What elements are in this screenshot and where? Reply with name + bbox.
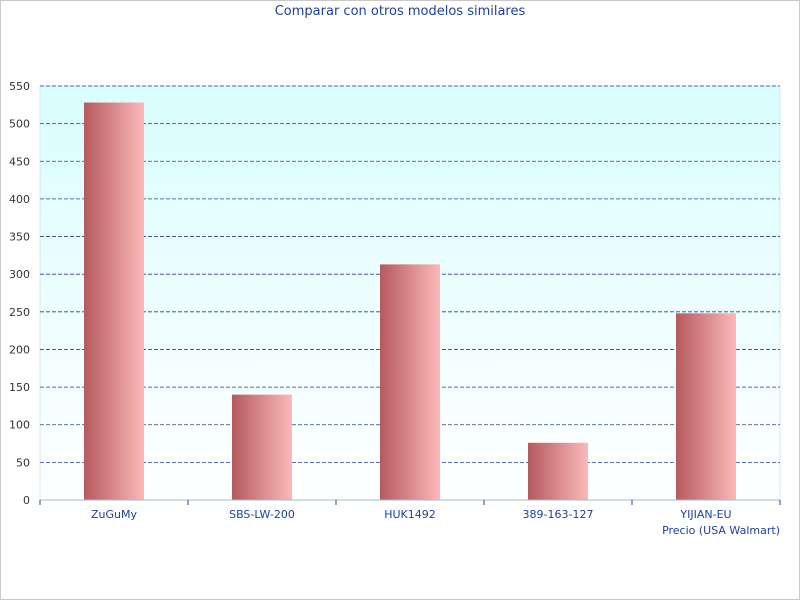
y-tick-label: 200 xyxy=(9,343,30,356)
y-tick-label: 400 xyxy=(9,193,30,206)
bar xyxy=(528,442,588,500)
bars xyxy=(84,102,736,500)
bar xyxy=(232,394,292,500)
y-tick-label: 50 xyxy=(16,456,30,469)
x-tick-label: SBS-LW-200 xyxy=(229,508,295,521)
chart-title: Comparar con otros modelos similares xyxy=(274,4,526,19)
y-tick-label: 300 xyxy=(9,268,30,281)
x-axis: ZuGuMy SBS-LW-200 HUK1492 389-163-127 YIJIAN… xyxy=(39,499,781,521)
y-tick-label: 550 xyxy=(9,80,30,93)
y-tick-label: 150 xyxy=(9,381,30,394)
x-tick-label: HUK1492 xyxy=(384,508,436,521)
y-tick-label: 100 xyxy=(9,419,30,432)
y-tick-label: 250 xyxy=(9,306,30,319)
bar xyxy=(676,313,736,500)
x-tick-label: ZuGuMy xyxy=(91,508,137,521)
x-tick-label: YIJIAN-EU xyxy=(679,508,731,521)
y-tick-label: 500 xyxy=(9,118,30,131)
bar xyxy=(380,264,440,500)
y-tick-label: 350 xyxy=(9,231,30,244)
y-tick-label: 450 xyxy=(9,155,30,168)
bar xyxy=(84,102,144,500)
y-tick-label: 0 xyxy=(23,494,30,507)
legend-entry: Precio (USA Walmart) xyxy=(662,524,780,537)
x-tick-label: 389-163-127 xyxy=(523,508,594,521)
y-axis: 0 50 100 150 200 250 300 350 400 450 500 550 xyxy=(9,80,30,507)
